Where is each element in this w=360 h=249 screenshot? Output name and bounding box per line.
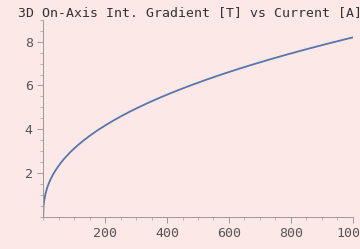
Text: 3D On-Axis Int. Gradient [T] vs Current [A]: 3D On-Axis Int. Gradient [T] vs Current … (18, 6, 360, 19)
